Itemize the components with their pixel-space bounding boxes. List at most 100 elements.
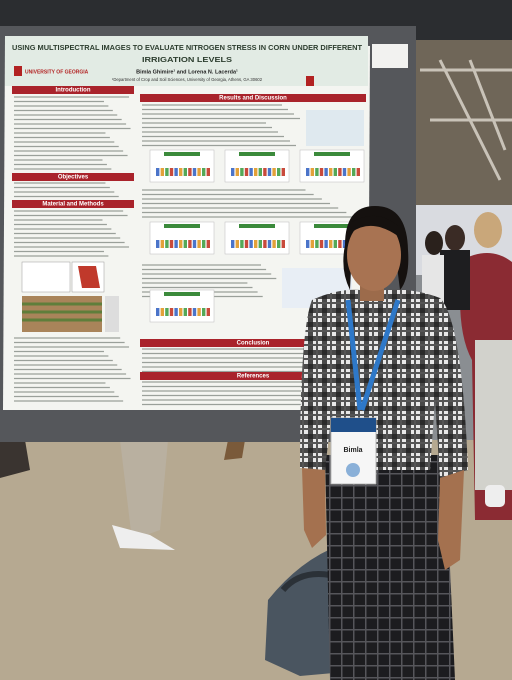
bar-mark xyxy=(160,240,164,248)
lanyard xyxy=(345,299,401,411)
bar-mark xyxy=(254,168,258,176)
logo-text: UNIVERSITY OF GEORGIA xyxy=(25,69,89,75)
bar-mark xyxy=(169,168,174,176)
bar-mark xyxy=(277,168,281,176)
bar-mark xyxy=(174,168,178,176)
bar-mark xyxy=(352,168,356,176)
logo-icon xyxy=(306,76,314,86)
bar-mark xyxy=(174,308,178,316)
section-header xyxy=(140,372,366,380)
bar-mark xyxy=(192,240,197,248)
bar-mark xyxy=(156,308,160,316)
bar-mark xyxy=(333,240,337,248)
body-text xyxy=(14,96,365,406)
bar-mark xyxy=(356,168,360,176)
field-image xyxy=(22,302,102,322)
bar-mark xyxy=(202,168,206,176)
person-bg xyxy=(120,440,168,540)
field-image xyxy=(22,296,102,332)
bar-mark xyxy=(174,240,178,248)
bar-mark xyxy=(333,168,337,176)
chart-title-bar xyxy=(314,224,350,228)
bar-mark xyxy=(192,308,197,316)
poster-number-card xyxy=(372,44,408,68)
bar-mark xyxy=(254,240,258,248)
bar-mark xyxy=(188,308,192,316)
chart-title-bar xyxy=(164,292,200,296)
bar-mark xyxy=(258,168,262,176)
bar-mark xyxy=(183,168,187,176)
bar-mark xyxy=(179,308,183,316)
shoe xyxy=(224,440,245,460)
bar-mark xyxy=(263,168,267,176)
bar-mark xyxy=(244,168,249,176)
bar-mark xyxy=(267,240,272,248)
section-header xyxy=(12,200,134,208)
bar-mark xyxy=(338,240,342,248)
bar-mark xyxy=(197,240,201,248)
bar-mark xyxy=(324,168,328,176)
bar-mark xyxy=(169,308,174,316)
bar-mark xyxy=(231,240,235,248)
bar-mark xyxy=(319,168,324,176)
bar-mark xyxy=(263,240,267,248)
bar-mark xyxy=(258,240,262,248)
bar-mark xyxy=(165,308,169,316)
table xyxy=(306,110,364,146)
bar-mark xyxy=(235,168,239,176)
bar-mark xyxy=(202,240,206,248)
badge-logo xyxy=(346,463,360,477)
bar-mark xyxy=(231,168,235,176)
bar-mark xyxy=(156,240,160,248)
bar-mark xyxy=(315,240,319,248)
chart-title-bar xyxy=(164,224,200,228)
bar-mark xyxy=(338,168,342,176)
person-bg xyxy=(445,225,465,251)
section-title: Conclusion xyxy=(237,341,270,347)
section-title: Introduction xyxy=(56,88,91,94)
person-bg xyxy=(422,255,444,305)
bar-mark xyxy=(329,168,333,176)
bar-mark xyxy=(342,168,347,176)
person-bg xyxy=(474,212,502,248)
bar-mark xyxy=(160,168,164,176)
section-title: Objectives xyxy=(58,175,89,181)
bar-mark xyxy=(310,240,314,248)
authors: Bimla Ghimire¹ and Lorena N. Lacerda¹ xyxy=(136,68,238,75)
bar-mark xyxy=(192,168,197,176)
person-bg xyxy=(0,440,30,478)
bar-mark xyxy=(315,168,319,176)
badge-name: Bimla xyxy=(343,447,362,454)
bar-mark xyxy=(281,168,285,176)
section-header xyxy=(12,173,134,181)
chart-title-bar xyxy=(314,152,350,156)
chart-title-bar xyxy=(239,152,275,156)
bar-mark xyxy=(202,308,206,316)
bar-mark xyxy=(206,240,210,248)
bar-mark xyxy=(188,240,192,248)
hand xyxy=(302,468,326,548)
shoe xyxy=(112,525,175,550)
bar-mark xyxy=(267,168,272,176)
bar-mark xyxy=(306,240,310,248)
bar-mark xyxy=(169,240,174,248)
bar-mark xyxy=(329,240,333,248)
section-title: Material and Methods xyxy=(42,202,104,208)
backpack-strap xyxy=(280,571,331,593)
chart-title-bar xyxy=(239,224,275,228)
bar-mark xyxy=(319,240,324,248)
bar-mark xyxy=(188,168,192,176)
bar-mark xyxy=(183,240,187,248)
bar-mark xyxy=(179,240,183,248)
person-bg xyxy=(485,485,505,507)
shirt xyxy=(300,289,468,478)
bar-mark xyxy=(165,240,169,248)
chart-title-bar xyxy=(164,152,200,156)
bar-mark xyxy=(197,168,201,176)
bar-mark xyxy=(272,168,276,176)
section-header xyxy=(12,86,134,94)
sections: Introduction Objectives Material and Metho… xyxy=(12,86,366,380)
section-header xyxy=(140,94,366,102)
